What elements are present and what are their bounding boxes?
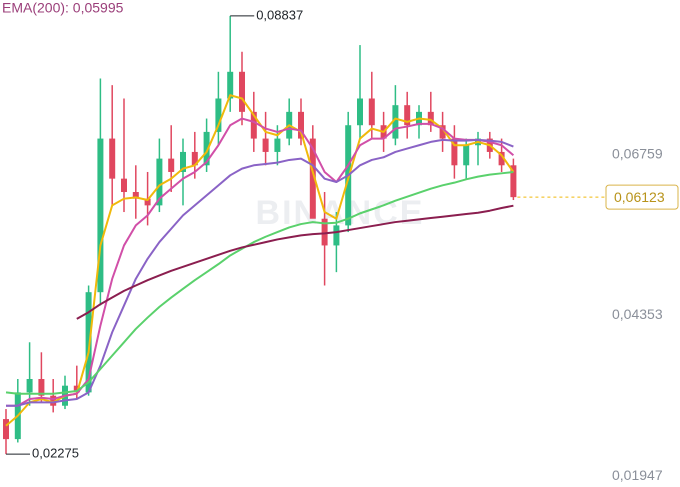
candle-body (38, 379, 45, 396)
candle-body (215, 98, 222, 132)
candle-body (50, 395, 57, 406)
candle-body (144, 198, 151, 206)
y-tick-label: 0,04353 (612, 306, 663, 322)
candle-body (439, 125, 446, 139)
candle-body (368, 98, 375, 126)
candle-body (203, 131, 210, 166)
candle-body (404, 105, 411, 126)
ema-line (5, 94, 515, 427)
candle-body (321, 218, 328, 246)
candle-body (463, 145, 470, 166)
candle-body (227, 71, 234, 99)
candle-body (262, 138, 269, 152)
last-price-label: 0,06123 (614, 189, 665, 205)
ema-line (6, 138, 514, 407)
max-label: 0,08837 (256, 7, 303, 22)
candle-body (73, 385, 80, 393)
candle-body (168, 158, 175, 172)
candle-body (298, 111, 304, 139)
candle-body (121, 178, 127, 193)
candle-body (451, 138, 458, 166)
candle-body (180, 151, 186, 172)
y-tick-label: 0,06759 (612, 145, 663, 161)
candle-body (427, 111, 434, 126)
candle-body (392, 105, 399, 139)
candle-body (309, 138, 316, 219)
candle-body (250, 111, 257, 139)
ema-line (76, 204, 514, 320)
candle-body (109, 138, 116, 179)
candle-body (156, 158, 163, 206)
candle-body (274, 138, 281, 152)
candle-body (239, 71, 245, 112)
y-tick-label: 0,01947 (612, 467, 663, 483)
candle-body (498, 151, 505, 166)
candle-body (3, 419, 9, 440)
ema-line (6, 117, 515, 407)
ema-line (5, 170, 514, 395)
min-label: 0,02275 (32, 446, 79, 461)
ema-legend: EMA(200): 0,05995 (2, 0, 124, 16)
candle-body (132, 192, 139, 199)
candle-body (97, 138, 104, 293)
candle-body (26, 379, 33, 393)
candle-body (357, 98, 363, 126)
last-price-box (605, 184, 679, 210)
candle-body (191, 151, 198, 166)
candle-body (510, 165, 517, 198)
candle-body (85, 292, 92, 393)
candle-body (333, 225, 340, 246)
